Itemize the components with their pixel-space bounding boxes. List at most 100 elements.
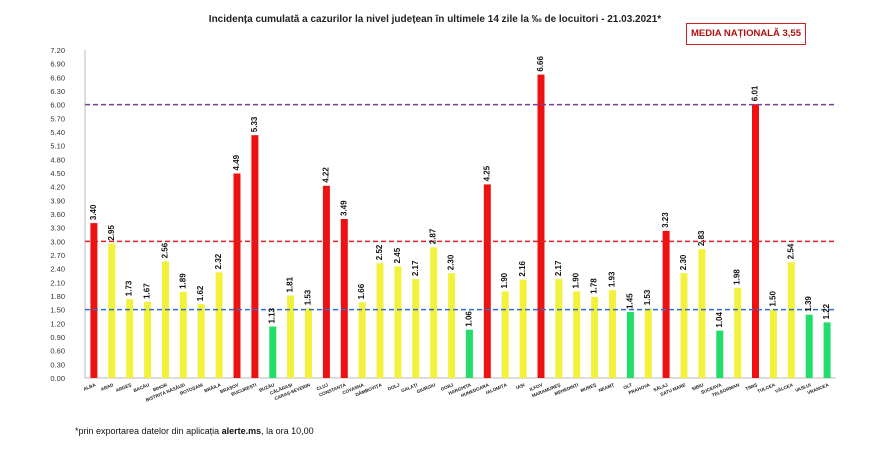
- value-label: 1.06: [464, 311, 473, 327]
- bar: [734, 287, 742, 378]
- footnote-suffix: , la ora 10,00: [261, 426, 314, 436]
- bar: [412, 279, 420, 378]
- bar: [644, 308, 652, 378]
- x-tick-label: TIMIȘ: [745, 382, 759, 392]
- value-label: 5.33: [250, 116, 259, 132]
- chart-title: Incidența cumulată a cazurilor la nivel …: [208, 14, 662, 25]
- y-tick-label: 2.70: [50, 251, 65, 260]
- x-tick-label: TULCEA: [757, 382, 777, 394]
- value-label: 3.40: [89, 204, 98, 220]
- bar: [769, 309, 777, 378]
- x-tick-label: BUZĂU: [258, 381, 276, 393]
- x-tick-label: GORJ: [440, 382, 454, 392]
- y-tick-label: 5.40: [50, 128, 65, 137]
- value-label: 2.54: [786, 243, 795, 259]
- footnote-prefix: *prin exportarea datelor din aplicația: [75, 426, 222, 436]
- x-tick-label: GALAȚI: [400, 382, 418, 393]
- y-tick-label: 3.60: [50, 210, 65, 219]
- bar: [90, 223, 98, 378]
- x-tick-label: BACĂU: [132, 381, 150, 393]
- value-label: 2.87: [429, 228, 438, 244]
- bar: [162, 261, 169, 378]
- y-tick-label: 3.00: [50, 237, 65, 246]
- x-tick-label: NEAMȚ: [598, 382, 615, 393]
- value-labels: 3.40 2.95 1.73 1.67 2.56 1.89 1.62 2.32 4.49 5.33…: [89, 55, 831, 327]
- x-tick-label: MUREȘ: [580, 382, 598, 394]
- bar: [537, 74, 545, 378]
- bar: [215, 272, 223, 378]
- y-tick-label: 2.10: [50, 278, 65, 287]
- y-tick-label: 1.20: [50, 319, 65, 328]
- y-tick-label: 0.30: [50, 360, 65, 369]
- value-label: 2.45: [393, 247, 402, 263]
- x-tick-label: IALOMIȚA: [485, 382, 508, 395]
- x-tick-label: VÂLCEA: [774, 381, 794, 394]
- bar: [108, 243, 116, 378]
- value-label: 4.22: [321, 167, 330, 183]
- x-tick-label: ARAD: [100, 382, 115, 392]
- bar: [197, 304, 205, 378]
- y-tick-label: 4.80: [50, 155, 65, 164]
- y-tick-label: 3.90: [50, 196, 65, 205]
- value-label: 1.13: [268, 307, 277, 323]
- y-tick-label: 1.80: [50, 292, 65, 301]
- bar: [287, 295, 295, 378]
- value-label: 3.49: [339, 200, 348, 216]
- value-label: 3.23: [661, 212, 670, 228]
- value-label: 1.66: [357, 283, 366, 299]
- y-tick-labels: 0.00 0.30 0.60 0.90 1.20 1.50 1.80 2.10 2.40 2.70…: [50, 46, 65, 383]
- bar: [179, 291, 187, 378]
- bar: [269, 326, 277, 378]
- x-tick-label: OLT: [623, 382, 633, 390]
- bar: [609, 290, 616, 378]
- value-label: 1.04: [715, 312, 724, 328]
- bar: [626, 311, 634, 378]
- bar: [376, 263, 384, 378]
- value-label: 1.73: [125, 280, 134, 296]
- bar: [823, 322, 831, 378]
- y-tick-label: 6.30: [50, 87, 65, 96]
- y-tick-label: 7.20: [50, 46, 65, 55]
- value-label: 6.01: [751, 85, 760, 101]
- bars: [90, 74, 831, 378]
- bar: [358, 302, 366, 378]
- y-tick-label: 1.50: [50, 306, 65, 315]
- x-tick-label: IAȘI: [515, 382, 526, 391]
- value-label: 1.22: [822, 303, 831, 319]
- bar: [144, 301, 152, 378]
- value-label: 1.78: [590, 278, 599, 294]
- bar: [752, 104, 759, 378]
- y-tick-label: 5.10: [50, 142, 65, 151]
- bar: [698, 249, 706, 378]
- y-tick-label: 4.20: [50, 183, 65, 192]
- x-tick-label: ARGEȘ: [115, 382, 132, 394]
- value-label: 4.49: [232, 154, 241, 170]
- value-label: 2.16: [518, 260, 527, 276]
- bar: [680, 273, 688, 378]
- value-label: 1.90: [500, 272, 509, 288]
- media-nationala-badge: MEDIA NAȚIONALĂ 3,55: [686, 23, 806, 45]
- x-tick-label: SIBIU: [691, 382, 705, 391]
- footnote: *prin exportarea datelor din aplicația a…: [75, 426, 314, 436]
- x-tick-label: ALBA: [83, 382, 97, 392]
- y-tick-label: 0.00: [50, 374, 65, 383]
- value-label: 4.25: [482, 165, 491, 181]
- x-tick-label: DOLJ: [387, 382, 401, 391]
- bar: [322, 185, 330, 378]
- value-label: 1.98: [733, 269, 742, 285]
- value-label: 1.67: [143, 283, 152, 299]
- bar: [573, 291, 581, 378]
- bar: [591, 296, 599, 378]
- value-label: 2.32: [214, 253, 223, 269]
- y-tick-label: 3.30: [50, 224, 65, 233]
- value-label: 2.30: [447, 254, 456, 270]
- value-label: 1.53: [304, 289, 313, 305]
- value-label: 2.17: [554, 260, 563, 276]
- value-label: 1.89: [178, 273, 187, 289]
- y-tick-label: 0.60: [50, 347, 65, 356]
- value-label: 2.17: [411, 260, 420, 276]
- y-tick-label: 5.70: [50, 114, 65, 123]
- bar: [501, 291, 509, 378]
